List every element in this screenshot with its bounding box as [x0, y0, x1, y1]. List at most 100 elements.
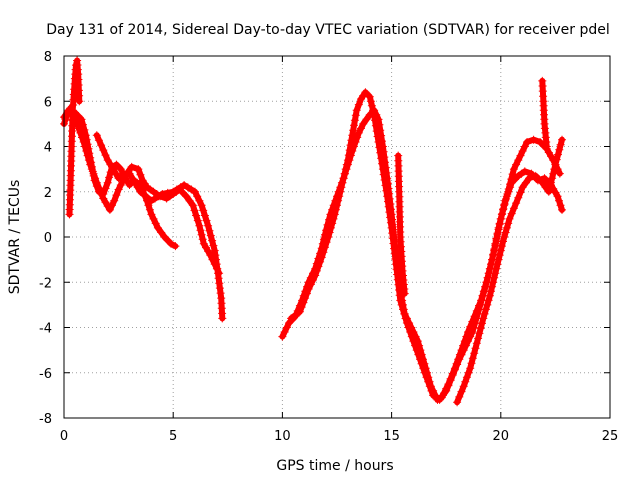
- data-point: [326, 223, 335, 232]
- data-point: [480, 309, 489, 318]
- data-point: [475, 329, 484, 338]
- data-point: [512, 160, 521, 169]
- data-point: [328, 219, 337, 228]
- data-point: [507, 209, 516, 218]
- data-point: [163, 236, 172, 245]
- data-point: [558, 135, 566, 144]
- data-point: [455, 355, 464, 364]
- data-point: [544, 187, 553, 196]
- data-point: [316, 257, 325, 266]
- data-point: [306, 280, 315, 289]
- x-axis-label: GPS time / hours: [276, 458, 393, 474]
- data-point: [492, 234, 501, 243]
- data-point: [450, 365, 459, 374]
- data-point: [378, 159, 386, 168]
- data-point: [359, 119, 368, 128]
- data-point: [335, 192, 344, 201]
- data-point: [78, 133, 86, 142]
- y-tick-label: 0: [44, 231, 52, 246]
- data-point: [473, 309, 482, 318]
- data-point: [81, 142, 89, 151]
- data-point: [552, 155, 561, 164]
- data-point: [479, 314, 488, 323]
- data-point: [213, 264, 222, 273]
- data-point: [89, 169, 98, 178]
- data-point: [373, 132, 382, 141]
- data-point: [411, 341, 420, 350]
- data-point: [470, 349, 479, 358]
- data-point: [365, 92, 374, 101]
- data-point: [92, 131, 101, 140]
- data-point: [549, 169, 558, 178]
- data-point: [127, 162, 136, 171]
- data-point: [425, 382, 434, 391]
- data-point: [414, 350, 423, 359]
- data-point: [202, 243, 210, 252]
- data-point: [558, 205, 566, 214]
- data-point: [406, 328, 415, 336]
- x-tick-label: 15: [383, 429, 400, 444]
- data-point: [372, 127, 381, 136]
- data-point: [483, 300, 492, 309]
- data-point: [471, 319, 479, 327]
- data-point: [506, 183, 515, 192]
- data-point: [371, 116, 379, 125]
- data-point: [208, 236, 217, 245]
- data-point: [516, 188, 525, 197]
- data-point: [507, 178, 516, 187]
- data-point: [351, 111, 360, 120]
- data-point: [387, 223, 396, 232]
- data-point: [466, 364, 475, 373]
- data-point: [105, 205, 114, 214]
- data-point: [464, 337, 472, 346]
- data-point: [504, 187, 513, 196]
- data-point: [377, 154, 386, 163]
- data-point: [329, 214, 338, 223]
- data-point: [106, 160, 115, 169]
- data-point: [185, 196, 194, 205]
- data-point: [105, 173, 114, 182]
- data-point: [369, 106, 377, 115]
- data-point: [481, 305, 490, 314]
- data-point: [83, 151, 92, 160]
- data-point: [472, 339, 481, 348]
- data-point: [153, 223, 162, 232]
- data-point: [453, 398, 462, 407]
- data-point: [444, 381, 453, 390]
- data-point: [74, 124, 83, 133]
- data-point: [191, 187, 199, 196]
- data-point: [94, 184, 103, 192]
- data-point: [542, 142, 551, 151]
- data-point: [474, 334, 483, 343]
- data-point: [492, 264, 501, 273]
- data-point: [99, 146, 108, 155]
- data-point: [278, 332, 287, 341]
- data-point: [348, 131, 357, 140]
- data-point: [77, 115, 86, 124]
- data-point: [390, 244, 399, 253]
- data-point: [325, 228, 334, 237]
- data-point: [499, 205, 507, 214]
- data-point: [493, 229, 502, 238]
- data-point: [133, 183, 142, 192]
- data-point: [92, 178, 101, 187]
- data-point: [461, 341, 470, 350]
- data-point: [538, 178, 547, 187]
- data-point: [478, 291, 487, 300]
- data-point: [149, 214, 158, 223]
- data-point: [551, 160, 560, 169]
- data-point: [480, 287, 489, 296]
- data-point: [160, 233, 169, 241]
- data-point: [345, 146, 354, 155]
- data-point: [500, 233, 509, 241]
- data-point: [487, 287, 495, 296]
- data-point: [438, 391, 447, 400]
- data-point: [399, 305, 407, 314]
- data-point: [299, 298, 308, 307]
- data-point: [535, 175, 543, 184]
- data-point: [344, 151, 353, 160]
- data-point: [204, 221, 213, 230]
- data-point: [505, 214, 514, 223]
- data-point: [382, 186, 391, 195]
- data-point: [455, 392, 464, 401]
